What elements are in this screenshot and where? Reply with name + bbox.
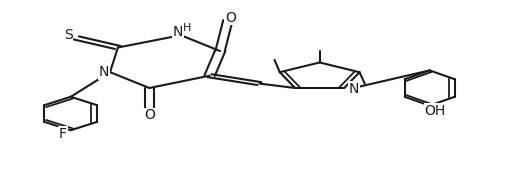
Text: O: O: [144, 108, 155, 122]
Text: OH: OH: [424, 104, 445, 118]
Text: O: O: [225, 11, 236, 25]
Text: S: S: [64, 28, 72, 42]
Text: H: H: [183, 23, 191, 33]
Text: F: F: [59, 127, 67, 141]
Text: N: N: [173, 25, 183, 39]
Text: N: N: [99, 65, 109, 79]
Text: N: N: [348, 82, 359, 96]
